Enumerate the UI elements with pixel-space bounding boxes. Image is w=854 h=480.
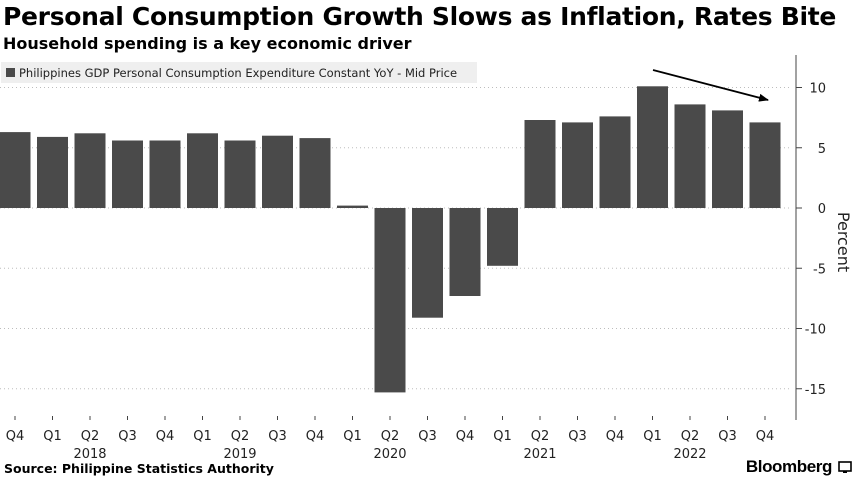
x-tick-label: Q1: [193, 429, 212, 444]
bar-2: [74, 133, 106, 208]
y-tick-label: 5: [818, 142, 826, 157]
x-tick-label: Q4: [156, 429, 175, 444]
year-label: 2019: [223, 447, 256, 462]
bar-9: [337, 205, 368, 208]
bar-0: [0, 132, 31, 208]
bar-3: [112, 140, 143, 208]
x-tick-label: Q2: [681, 429, 700, 444]
x-tick-label: Q3: [718, 429, 737, 444]
bar-16: [599, 116, 631, 208]
x-tick-label: Q2: [381, 429, 400, 444]
year-label: 2020: [373, 447, 406, 462]
x-tick-label: Q3: [118, 429, 137, 444]
bar-1: [37, 136, 68, 208]
bar-10: [374, 208, 406, 393]
y-axis-label: Percent: [834, 212, 853, 272]
bar-20: [749, 122, 781, 208]
bar-11: [412, 208, 443, 318]
x-tick-label: Q2: [531, 429, 550, 444]
bar-17: [637, 86, 668, 208]
year-label: 2018: [73, 447, 106, 462]
bloomberg-terminal-icon: [838, 461, 852, 473]
legend-background: [1, 62, 477, 83]
y-tick-label: 0: [818, 202, 826, 217]
y-tick-label: -5: [813, 262, 826, 277]
x-tick-label: Q1: [43, 429, 62, 444]
bar-5: [187, 133, 218, 208]
bar-6: [224, 140, 256, 208]
bar-13: [487, 208, 518, 266]
x-tick-label: Q1: [493, 429, 512, 444]
bloomberg-logo: Bloomberg: [745, 457, 833, 476]
x-tick-label: Q3: [568, 429, 587, 444]
y-tick-label: 10: [809, 82, 826, 97]
chart-title: Personal Consumption Growth Slows as Inf…: [3, 2, 837, 31]
x-tick-label: Q4: [306, 429, 325, 444]
y-tick-label: -15: [805, 383, 826, 398]
x-tick-label: Q4: [6, 429, 25, 444]
x-tick-label: Q3: [268, 429, 287, 444]
source-note: Source: Philippine Statistics Authority: [4, 461, 274, 476]
legend-swatch: [6, 68, 15, 77]
legend-label: Philippines GDP Personal Consumption Exp…: [19, 66, 457, 80]
year-label: 2021: [523, 447, 556, 462]
bar-8: [299, 138, 331, 208]
x-tick-label: Q1: [343, 429, 362, 444]
x-tick-label: Q1: [643, 429, 662, 444]
x-tick-label: Q4: [456, 429, 475, 444]
bar-4: [149, 140, 181, 208]
trend-arrow: [652, 69, 769, 102]
x-tick-label: Q3: [418, 429, 437, 444]
bar-19: [712, 110, 743, 208]
bar-7: [262, 135, 293, 208]
y-tick-label: -10: [805, 323, 826, 338]
x-tick-label: Q2: [231, 429, 250, 444]
bar-12: [449, 208, 481, 296]
chart-subtitle: Household spending is a key economic dri…: [3, 34, 412, 53]
x-tick-label: Q4: [756, 429, 775, 444]
bar-15: [562, 122, 593, 208]
x-tick-label: Q4: [606, 429, 625, 444]
bar-14: [524, 120, 556, 208]
year-label: 2022: [673, 447, 706, 462]
bar-18: [674, 104, 706, 208]
x-tick-label: Q2: [81, 429, 100, 444]
